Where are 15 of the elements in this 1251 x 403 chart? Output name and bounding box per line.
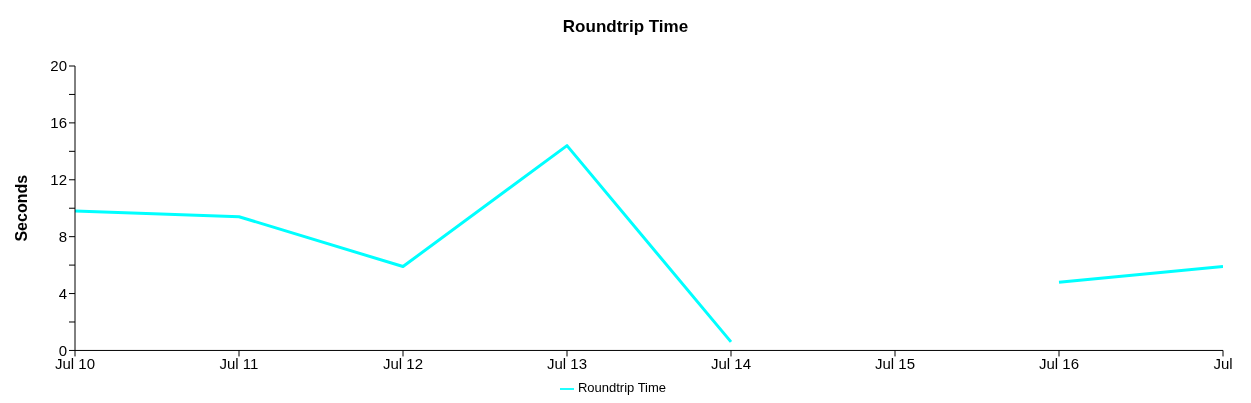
x-tick-label: Jul: [1213, 355, 1233, 373]
y-tick-label: 4: [58, 284, 67, 302]
x-tick-label: Jul 14: [710, 355, 752, 373]
y-tick-label: 12: [50, 171, 67, 189]
y-tick-label: 8: [58, 227, 67, 245]
x-tick-label: Jul 15: [874, 355, 916, 373]
x-tick-label: Jul 12: [382, 355, 424, 373]
x-tick-label: Jul 11: [219, 355, 259, 373]
chart-title: Roundtrip Time: [561, 16, 690, 38]
legend-label: Roundtrip Time: [577, 380, 667, 396]
y-tick-label: 20: [50, 57, 67, 75]
y-tick-label: 16: [50, 114, 67, 132]
x-tick-label: Jul 16: [1038, 355, 1080, 373]
y-axis-title: Seconds: [12, 174, 30, 242]
x-tick-label: Jul 13: [546, 355, 588, 373]
